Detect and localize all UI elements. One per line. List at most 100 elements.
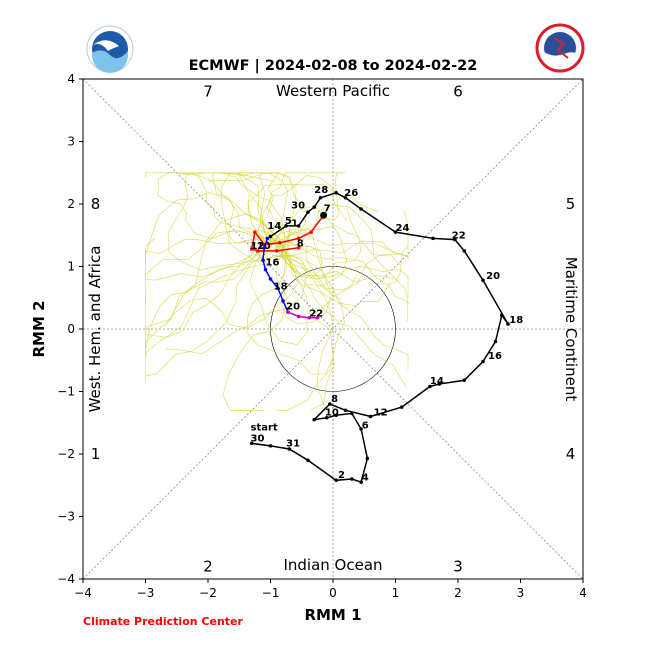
x-tick-label: −3 bbox=[137, 586, 155, 600]
ensemble-members bbox=[145, 172, 409, 411]
forecast-early-day-label: 12 bbox=[251, 241, 265, 252]
ensemble-member-line bbox=[275, 210, 409, 258]
phase-number: 8 bbox=[91, 195, 101, 213]
region-label-top: Western Pacific bbox=[276, 82, 390, 100]
ensemble-member-line bbox=[145, 249, 277, 347]
forecast-mid-point bbox=[262, 245, 267, 250]
forecast-early-point bbox=[274, 249, 279, 253]
y-tick-label: −1 bbox=[57, 385, 75, 399]
y-axis-label: RMM 2 bbox=[30, 300, 48, 357]
forecast-early-point bbox=[296, 245, 301, 250]
ensemble-member-line bbox=[276, 204, 400, 283]
forecast-early-day-label: 8 bbox=[297, 239, 304, 250]
observed-day-label: 28 bbox=[314, 185, 328, 196]
ensemble-member-line bbox=[145, 240, 276, 338]
observed-point bbox=[318, 195, 323, 200]
observed-day-label: 5 bbox=[285, 216, 292, 227]
observed-point bbox=[284, 224, 288, 228]
ensemble-member-line bbox=[225, 172, 289, 246]
x-axis-label: RMM 1 bbox=[304, 606, 361, 624]
forecast-mid-point bbox=[268, 277, 273, 281]
observed-point bbox=[334, 413, 338, 418]
observed-day-label: 26 bbox=[344, 188, 358, 199]
phase-labels: 7 68 51 42 3 bbox=[91, 83, 576, 576]
phase-number: 6 bbox=[453, 83, 463, 101]
ensemble-member-line bbox=[164, 244, 298, 329]
observed-day-label: 22 bbox=[452, 230, 466, 241]
forecast-late-point bbox=[286, 310, 290, 314]
observed-point bbox=[349, 477, 354, 481]
observed-point bbox=[481, 278, 485, 283]
observed-day-label: 18 bbox=[509, 315, 523, 326]
forecast-mid-line bbox=[262, 238, 289, 313]
observed-day-label: 1 bbox=[291, 219, 298, 230]
ensemble-member-line bbox=[166, 239, 308, 355]
observed-point bbox=[368, 414, 373, 419]
observed-day-label: 4 bbox=[362, 472, 369, 483]
observed-point bbox=[359, 207, 363, 211]
observed-point bbox=[481, 359, 485, 364]
observed-point bbox=[359, 480, 363, 484]
ensemble-member-line bbox=[273, 255, 333, 411]
observed-point bbox=[306, 458, 310, 463]
y-tick-label: −3 bbox=[57, 510, 75, 524]
forecast-mid-point bbox=[281, 299, 285, 303]
ensemble-member-line bbox=[280, 206, 362, 280]
x-tick-label: −1 bbox=[262, 586, 280, 600]
ensemble-member-line bbox=[274, 225, 401, 266]
observed-point bbox=[365, 456, 370, 461]
ensemble-member-line bbox=[168, 172, 272, 271]
observed-point bbox=[453, 237, 457, 242]
forecast-late-point bbox=[315, 315, 320, 320]
observed-point bbox=[393, 230, 398, 234]
ensemble-member-line bbox=[145, 238, 278, 281]
observed-point bbox=[437, 382, 442, 386]
ensemble-member-line bbox=[267, 172, 346, 255]
observed-day-label: 16 bbox=[488, 351, 502, 362]
observed-point bbox=[428, 384, 432, 389]
observed-day-label: 12 bbox=[374, 407, 388, 418]
x-tick-label: 3 bbox=[517, 586, 525, 600]
x-tick-label: −2 bbox=[199, 586, 217, 600]
forecast-early-point bbox=[309, 230, 313, 234]
ensemble-member-line bbox=[145, 213, 272, 356]
ensemble-member-line bbox=[160, 172, 280, 249]
x-tick-label: −4 bbox=[74, 586, 92, 600]
ensemble-member-line bbox=[279, 243, 335, 411]
forecast-late-line bbox=[287, 311, 318, 319]
x-tick-label: 1 bbox=[392, 586, 400, 600]
y-tick-label: 2 bbox=[67, 197, 75, 211]
x-tick-label: 2 bbox=[454, 586, 462, 600]
forecast-early-line bbox=[250, 214, 325, 252]
observed-day-label: start bbox=[251, 422, 278, 433]
observed-point bbox=[431, 236, 435, 241]
observed-point bbox=[462, 378, 467, 383]
ensemble-member-line bbox=[275, 247, 409, 370]
phase-number: 1 bbox=[91, 445, 101, 463]
observed-point bbox=[287, 447, 292, 451]
observed-day-label: 30 bbox=[291, 200, 305, 211]
forecast-start-marker bbox=[320, 211, 328, 219]
ensemble-member-line bbox=[145, 254, 274, 367]
forecast-mid-point bbox=[263, 267, 268, 272]
observed-day-label: 14 bbox=[430, 376, 444, 387]
observed-day-label: 30 bbox=[251, 434, 265, 445]
observed-day-label: 14 bbox=[267, 221, 281, 232]
region-label-right: Maritime Continent bbox=[562, 257, 580, 402]
observed-point bbox=[359, 427, 363, 431]
observed-point bbox=[268, 234, 273, 239]
region-label-bottom: Indian Ocean bbox=[283, 556, 382, 574]
observed-point bbox=[334, 478, 338, 483]
forecast-mid-point bbox=[265, 236, 270, 241]
y-tick-label: 1 bbox=[67, 260, 75, 274]
y-tick-label: −2 bbox=[57, 447, 75, 461]
ensemble-member-line bbox=[180, 172, 286, 255]
forecast-early-point bbox=[296, 236, 301, 241]
observed-point bbox=[343, 408, 348, 413]
observed-point bbox=[312, 205, 317, 209]
observed-day-label: 24 bbox=[396, 223, 410, 234]
forecast-mid-point bbox=[276, 286, 280, 291]
ensemble-member-line bbox=[222, 250, 288, 411]
observed-point bbox=[349, 411, 354, 416]
